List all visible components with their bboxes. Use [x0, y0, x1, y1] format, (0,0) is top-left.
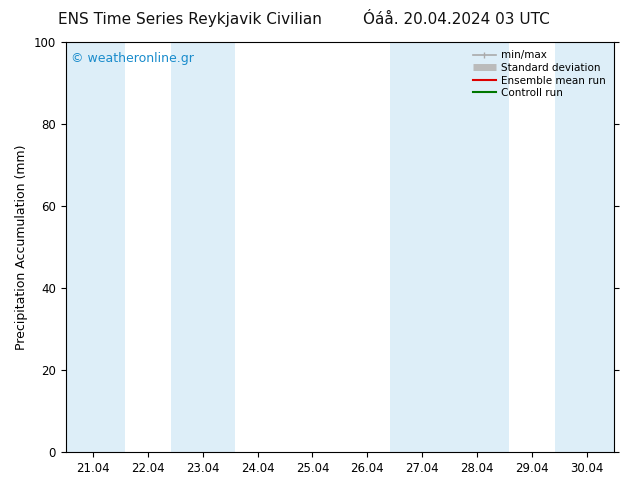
Legend: min/max, Standard deviation, Ensemble mean run, Controll run: min/max, Standard deviation, Ensemble me… — [470, 47, 609, 101]
Bar — [555, 42, 614, 452]
Bar — [391, 42, 509, 452]
Y-axis label: Precipitation Accumulation (mm): Precipitation Accumulation (mm) — [15, 145, 28, 350]
Bar — [65, 42, 125, 452]
Text: ENS Time Series Reykjavik Civilian: ENS Time Series Reykjavik Civilian — [58, 12, 322, 27]
Text: Óáå. 20.04.2024 03 UTC: Óáå. 20.04.2024 03 UTC — [363, 12, 550, 27]
Bar — [171, 42, 235, 452]
Text: © weatheronline.gr: © weatheronline.gr — [71, 52, 194, 65]
